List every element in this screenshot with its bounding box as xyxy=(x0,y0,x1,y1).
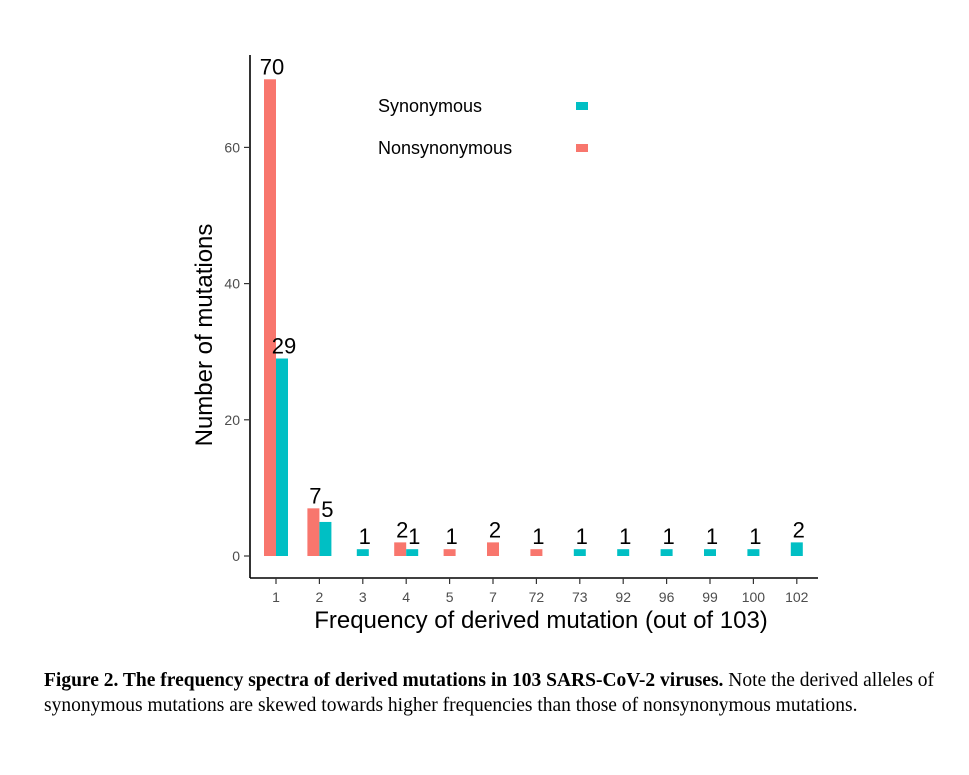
x-tick-label: 73 xyxy=(572,589,588,605)
nonsynonymous-bar xyxy=(530,549,543,556)
y-ticks-layer: 0 20 40 60 xyxy=(224,139,250,564)
legend-label: Synonymous xyxy=(378,96,482,116)
bar-value-label: 2 xyxy=(396,517,408,542)
bar-value-label: 2 xyxy=(489,517,501,542)
caption-bold: Figure 2. The frequency spectra of deriv… xyxy=(44,670,724,691)
synonymous-bar xyxy=(660,549,673,556)
nonsynonymous-bar xyxy=(264,79,276,557)
bar-value-label: 1 xyxy=(749,524,761,549)
x-tick-label: 5 xyxy=(446,589,454,605)
x-tick-label: 2 xyxy=(316,589,324,605)
nonsynonymous-bar xyxy=(394,542,407,556)
bar-value-label: 7 xyxy=(309,483,321,508)
bar-value-label: 70 xyxy=(260,54,284,79)
synonymous-bar xyxy=(704,549,716,556)
synonymous-bar xyxy=(319,521,332,556)
x-tick-label: 96 xyxy=(659,589,675,605)
x-tick-label: 3 xyxy=(359,589,367,605)
x-tick-label: 99 xyxy=(702,589,718,605)
y-tick-label: 60 xyxy=(224,139,240,155)
x-tick-label: 72 xyxy=(529,589,545,605)
caption-text: Note the derived alleles of synonymous m… xyxy=(44,670,935,716)
y-tick-label: 40 xyxy=(224,276,240,292)
synonymous-bar xyxy=(747,549,760,556)
x-tick-label: 7 xyxy=(489,589,497,605)
bar-value-label: 1 xyxy=(532,524,544,549)
x-ticks-layer: 1 2 3 4 5 7 72 73 92 96 99 100 102 xyxy=(272,578,809,605)
x-tick-label: 4 xyxy=(402,589,410,605)
bar-value-label: 1 xyxy=(576,524,588,549)
bar-value-label: 1 xyxy=(359,524,371,549)
bar-value-label: 29 xyxy=(272,334,296,359)
y-tick-label: 0 xyxy=(232,548,240,564)
synonymous-bar xyxy=(276,358,288,556)
x-tick-label: 102 xyxy=(785,589,809,605)
synonymous-bar xyxy=(356,549,369,556)
x-tick-label: 1 xyxy=(272,589,280,605)
x-tick-label: 100 xyxy=(742,589,766,605)
bar-value-label: 1 xyxy=(706,524,718,549)
synonymous-bar xyxy=(406,549,419,556)
bar-value-label: 1 xyxy=(662,524,674,549)
bar-value-label: 2 xyxy=(793,517,805,542)
bar-value-label: 5 xyxy=(321,497,333,522)
x-axis-label: Frequency of derived mutation (out of 10… xyxy=(314,607,768,634)
synonymous-bar xyxy=(573,549,586,556)
y-axis-label: Number of mutations xyxy=(191,224,218,447)
synonymous-bar xyxy=(790,542,803,556)
figure-caption: Figure 2. The frequency spectra of deriv… xyxy=(44,668,944,718)
bar-value-label: 1 xyxy=(619,524,631,549)
synonymous-bar xyxy=(617,549,630,556)
legend-label: Nonsynonymous xyxy=(378,138,512,158)
legend: Synonymous Nonsynonymous xyxy=(378,96,588,158)
bar-value-label: 1 xyxy=(445,524,457,549)
bars-layer xyxy=(264,79,803,557)
nonsynonymous-bar xyxy=(443,549,456,556)
nonsynonymous-bar xyxy=(487,542,499,556)
x-tick-label: 92 xyxy=(615,589,631,605)
legend-swatch xyxy=(576,144,588,152)
bar-value-label: 1 xyxy=(408,524,420,549)
y-tick-label: 20 xyxy=(224,412,240,428)
legend-swatch xyxy=(576,102,588,110)
nonsynonymous-bar xyxy=(307,508,320,556)
